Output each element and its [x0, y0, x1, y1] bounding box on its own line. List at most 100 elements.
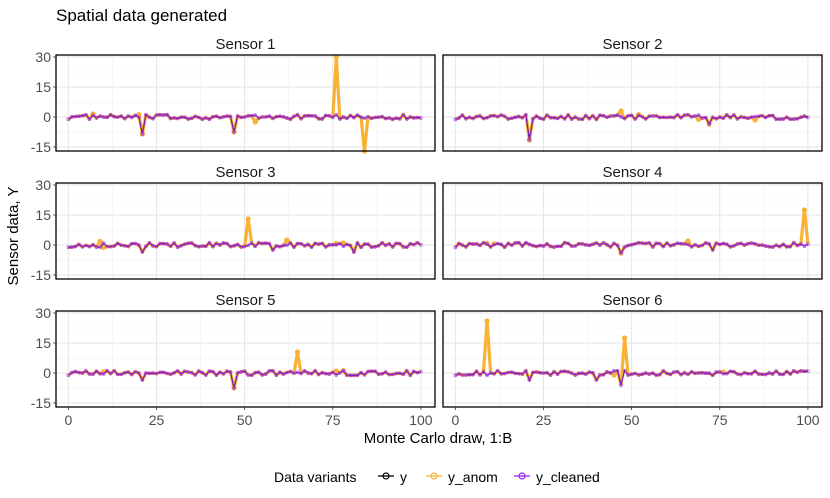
y_cleaned-point [133, 113, 138, 118]
y_cleaned-point [700, 116, 704, 120]
y_cleaned-point [179, 115, 184, 120]
y_cleaned-point [281, 243, 286, 248]
y_cleaned-point [481, 240, 486, 245]
y_cleaned-point [552, 245, 556, 249]
y_cleaned-point [376, 115, 381, 120]
y_cleaned-point [154, 113, 159, 117]
y_cleaned-point [777, 372, 782, 377]
y_cleaned-point [506, 117, 511, 121]
y_cleaned-point [355, 241, 360, 245]
y_cleaned-point [137, 371, 141, 375]
y_cleaned-point [345, 242, 349, 247]
y_cleaned-point [650, 245, 655, 249]
y_cleaned-point [267, 369, 272, 373]
y_cleaned-point [654, 114, 659, 118]
y_cleaned-point [798, 242, 803, 246]
x-tick-label: 0 [64, 412, 72, 428]
y_cleaned-point [714, 116, 719, 121]
y_cleaned-point [154, 244, 159, 249]
y_cleaned-point [115, 241, 120, 246]
y_cleaned-point [126, 114, 131, 118]
y_cleaned-point [488, 371, 493, 375]
y_cleaned-point [541, 371, 546, 375]
y_cleaned-point [724, 113, 729, 117]
y_cleaned-point [77, 242, 81, 247]
y_cleaned-point [288, 241, 293, 245]
y_cleaned-point [387, 372, 392, 377]
y_cleaned-point [323, 245, 328, 249]
y_cleaned-point [112, 114, 117, 119]
y_cleaned-point [330, 242, 335, 247]
y_cleaned-point [292, 371, 296, 376]
y_cleaned-point [668, 115, 673, 120]
y_cleaned-point [545, 242, 549, 246]
y_cleaned-point [211, 369, 215, 374]
y_cleaned-point [253, 244, 258, 249]
y_cleaned-point [267, 241, 272, 246]
y_cleaned-point [221, 241, 226, 245]
y_cleaned-point [126, 244, 131, 249]
y_cleaned-point [189, 370, 194, 375]
y_cleaned-point [502, 371, 507, 376]
y_cleaned-point [605, 115, 609, 120]
y_cleaned-point [774, 117, 779, 122]
y_cleaned-point [488, 245, 493, 249]
y_cleaned-point [232, 386, 236, 390]
y_cleaned-point [774, 243, 779, 248]
y_cleaned-point [506, 241, 511, 246]
y_anom-point [284, 237, 290, 243]
y_cleaned-point [211, 244, 215, 249]
panel-title: Sensor 6 [602, 292, 662, 309]
y_cleaned-point [499, 242, 504, 247]
y_cleaned-point [334, 243, 339, 247]
y_cleaned-point [650, 114, 655, 118]
y_cleaned-point [601, 372, 606, 377]
y_cleaned-point [612, 114, 616, 118]
y_cleaned-point [281, 115, 286, 119]
y_cleaned-point [689, 370, 694, 374]
y_cleaned-point [260, 373, 265, 377]
panel-series [66, 54, 423, 154]
y_cleaned-point [369, 369, 374, 374]
y_cleaned-point [168, 244, 173, 249]
y_cleaned-point [717, 370, 722, 374]
y_cleaned-point [168, 372, 173, 377]
y_cleaned-point [249, 113, 254, 118]
y_cleaned-point [548, 115, 553, 120]
y_cleaned-point [594, 378, 599, 382]
y_cleaned-point [108, 112, 113, 117]
y_cleaned-point [218, 370, 222, 375]
y_cleaned-point [693, 371, 697, 376]
y_cleaned-point [615, 113, 620, 117]
y_cleaned-point [80, 113, 85, 118]
y_cleaned-point [566, 369, 571, 374]
y_cleaned-point [696, 371, 701, 375]
y_cleaned-point [788, 117, 793, 122]
y_cleaned-point [105, 244, 109, 249]
y_cleaned-point [345, 373, 349, 378]
y_cleaned-point [492, 371, 496, 376]
y_cleaned-point [513, 241, 518, 245]
y_cleaned-point [795, 370, 800, 375]
y_cleaned-point [696, 113, 701, 117]
y_cleaned-point [710, 115, 715, 120]
y_cleaned-point [270, 116, 275, 121]
y_cleaned-point [714, 241, 719, 245]
y_cleaned-point [394, 241, 399, 246]
y_cleaned-point [672, 370, 676, 374]
y_anom-point [752, 117, 758, 123]
y_cleaned-point [767, 113, 771, 118]
y_cleaned-point [499, 371, 504, 376]
panel-sensor-2: Sensor 2 [442, 36, 823, 152]
y_cleaned-point [703, 115, 708, 120]
y_cleaned-point [306, 371, 310, 375]
panel-series [453, 207, 810, 256]
y_cleaned-point [320, 117, 325, 121]
y_cleaned-point [327, 243, 332, 247]
y_cleaned-point [661, 244, 666, 249]
y_cleaned-point [394, 116, 399, 120]
y_cleaned-point [295, 112, 300, 117]
y_cleaned-point [415, 115, 420, 120]
panel-grid [443, 311, 822, 407]
y_cleaned-point [622, 245, 627, 249]
